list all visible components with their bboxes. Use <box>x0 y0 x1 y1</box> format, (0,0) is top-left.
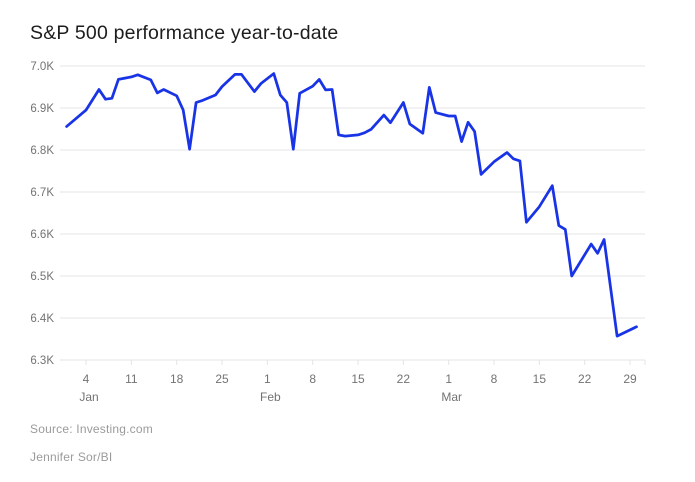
x-axis-label: 8 <box>491 372 498 386</box>
x-axis-label: 22 <box>397 372 411 386</box>
x-axis-label: 1 <box>264 372 271 386</box>
y-axis-label: 6.3K <box>30 355 54 367</box>
y-axis-label: 7.0K <box>30 61 54 73</box>
x-axis-label: 25 <box>215 372 229 386</box>
y-axis-label: 6.4K <box>30 313 54 325</box>
x-axis-label: 22 <box>578 372 592 386</box>
x-axis-month-label: Mar <box>441 390 462 404</box>
x-axis-label: 4 <box>83 372 90 386</box>
x-axis-month-label: Jan <box>79 390 98 404</box>
x-axis-label: 8 <box>309 372 316 386</box>
sp500-price-line <box>65 72 638 338</box>
x-axis-label: 15 <box>533 372 547 386</box>
y-axis-label: 6.7K <box>30 187 54 199</box>
x-axis-label: 29 <box>623 372 637 386</box>
y-axis-label: 6.9K <box>30 103 54 115</box>
y-axis-label: 6.5K <box>30 271 54 283</box>
x-axis-label: 15 <box>351 372 365 386</box>
x-axis-label: 11 <box>125 372 138 386</box>
chart-title: S&P 500 performance year-to-date <box>30 22 339 44</box>
y-axis-label: 6.8K <box>30 145 54 157</box>
x-axis-label: 18 <box>170 372 184 386</box>
source-label: Source: Investing.com <box>30 422 153 436</box>
x-axis-month-label: Feb <box>260 390 281 404</box>
x-axis-label: 1 <box>445 372 452 386</box>
y-axis-label: 6.6K <box>30 229 54 241</box>
credit-label: Jennifer Sor/BI <box>30 450 113 464</box>
